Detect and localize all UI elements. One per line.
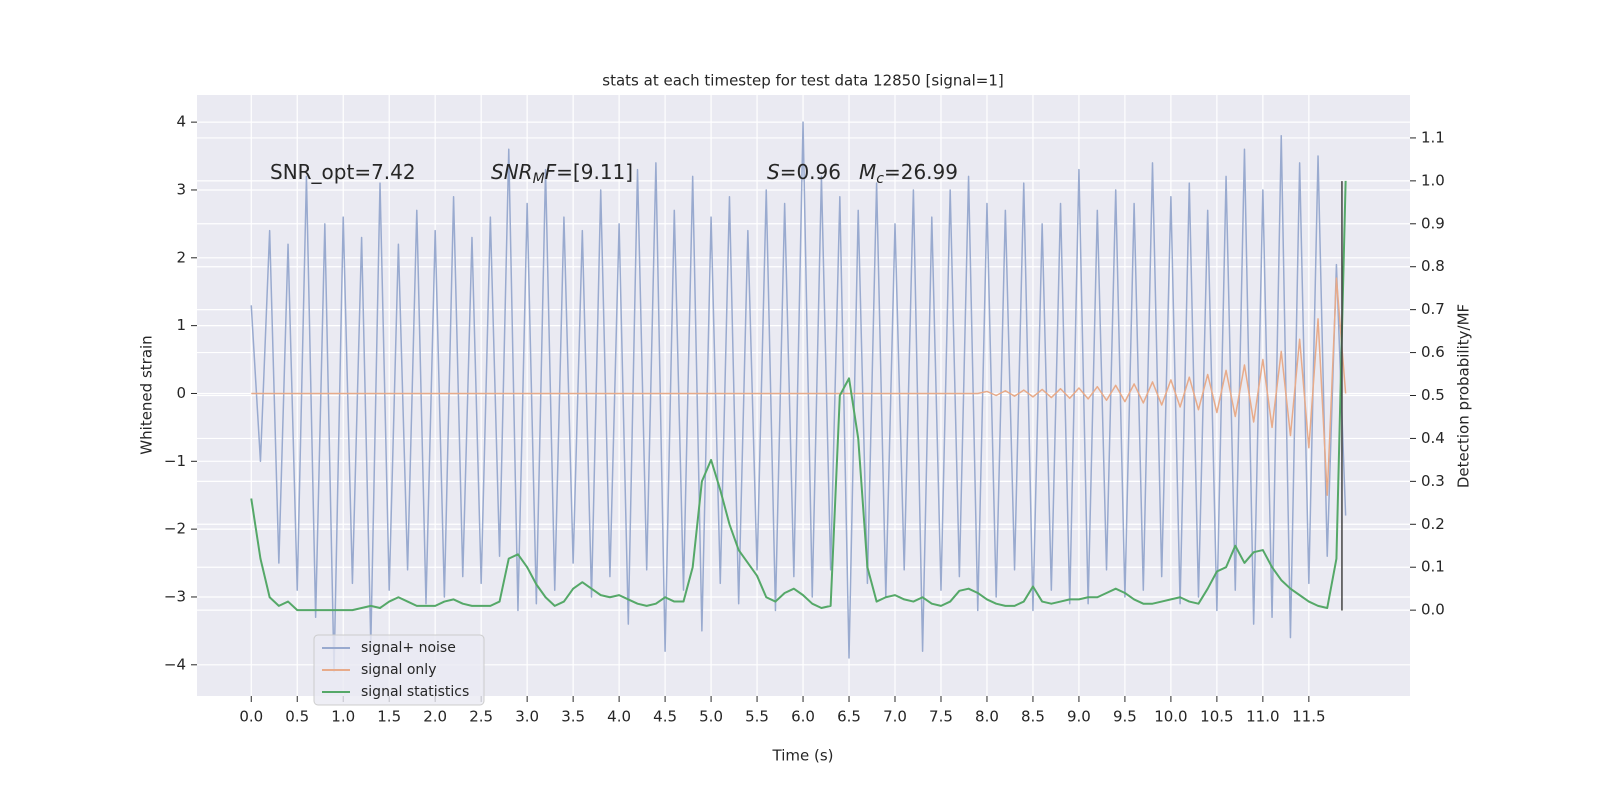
annotation-part: =[9.11] [556,160,633,184]
annotation-part: SNR [491,160,533,184]
annotation-part: S [767,160,780,184]
annotation: Mc=26.99 [859,160,958,188]
annotation-part: SNR_opt=7.42 [270,160,416,184]
y-tick-label: 4 [176,113,186,131]
y-tick-label: −1 [164,452,186,470]
y-tick-label: 3 [176,180,186,198]
annotation-part: M [859,160,876,184]
y2-tick-label: 0.1 [1421,558,1445,576]
annotation: SNR_opt=7.42 [270,160,416,184]
annotation-part: M [533,171,545,187]
x-tick-label: 4.0 [607,708,631,726]
x-tick-label: 6.5 [837,708,861,726]
x-tick-label: 11.5 [1292,708,1325,726]
annotation: SNRMF=[9.11] [491,160,633,188]
x-tick-label: 0.0 [239,708,263,726]
x-tick-label: 10.5 [1200,708,1233,726]
y-tick-label: 0 [176,384,186,402]
y-tick-label: −4 [164,655,186,673]
x-tick-label: 5.5 [745,708,769,726]
x-tick-label: 3.5 [561,708,585,726]
annotation-part: c [876,171,884,187]
x-axis-label: Time (s) [772,747,834,765]
y2-tick-label: 0.7 [1421,300,1445,318]
y2-tick-label: 0.5 [1421,386,1445,404]
y2-tick-label: 0.9 [1421,214,1445,232]
y2-tick-label: 1.0 [1421,171,1445,189]
x-tick-label: 8.5 [1021,708,1045,726]
x-tick-label: 0.5 [285,708,309,726]
y2-tick-label: 0.8 [1421,257,1445,275]
x-tick-label: 1.5 [377,708,401,726]
annotation-part: F [545,160,557,184]
y-tick-label: 1 [176,316,186,334]
y2-tick-label: 0.2 [1421,515,1445,533]
annotation-part: =0.96 [780,160,841,184]
y2-tick-label: 0.0 [1421,601,1445,619]
chart-title: stats at each timestep for test data 128… [602,72,1003,90]
x-tick-label: 1.0 [331,708,355,726]
annotation-part: =26.99 [884,160,958,184]
y2-tick-label: 0.3 [1421,472,1445,490]
annotation: S=0.96 [767,160,841,184]
y-tick-label: −2 [164,520,186,538]
y-axis-label: Whitened strain [138,335,156,454]
x-tick-label: 3.0 [515,708,539,726]
y-tick-label: 2 [176,248,186,266]
y2-axis-label: Detection probability/MF [1455,304,1473,488]
x-tick-label: 7.0 [883,708,907,726]
legend-label: signal only [361,662,436,678]
legend-label: signal statistics [361,684,469,700]
x-tick-label: 6.0 [791,708,815,726]
x-tick-label: 7.5 [929,708,953,726]
series-line [251,277,1347,496]
x-tick-label: 11.0 [1246,708,1279,726]
x-tick-label: 4.5 [653,708,677,726]
y2-tick-label: 1.1 [1421,128,1445,146]
series-line [250,180,1347,612]
x-tick-label: 10.0 [1154,708,1187,726]
x-tick-label: 2.0 [423,708,447,726]
y-tick-label: −3 [164,587,186,605]
y2-tick-label: 0.4 [1421,429,1445,447]
y2-tick-label: 0.6 [1421,343,1445,361]
legend-label: signal+ noise [361,640,456,656]
x-tick-label: 2.5 [469,708,493,726]
x-tick-label: 8.0 [975,708,999,726]
x-tick-label: 9.0 [1067,708,1091,726]
legend-frame [313,634,485,706]
x-tick-label: 9.5 [1113,708,1137,726]
x-tick-label: 5.0 [699,708,723,726]
series-line [250,121,1347,673]
